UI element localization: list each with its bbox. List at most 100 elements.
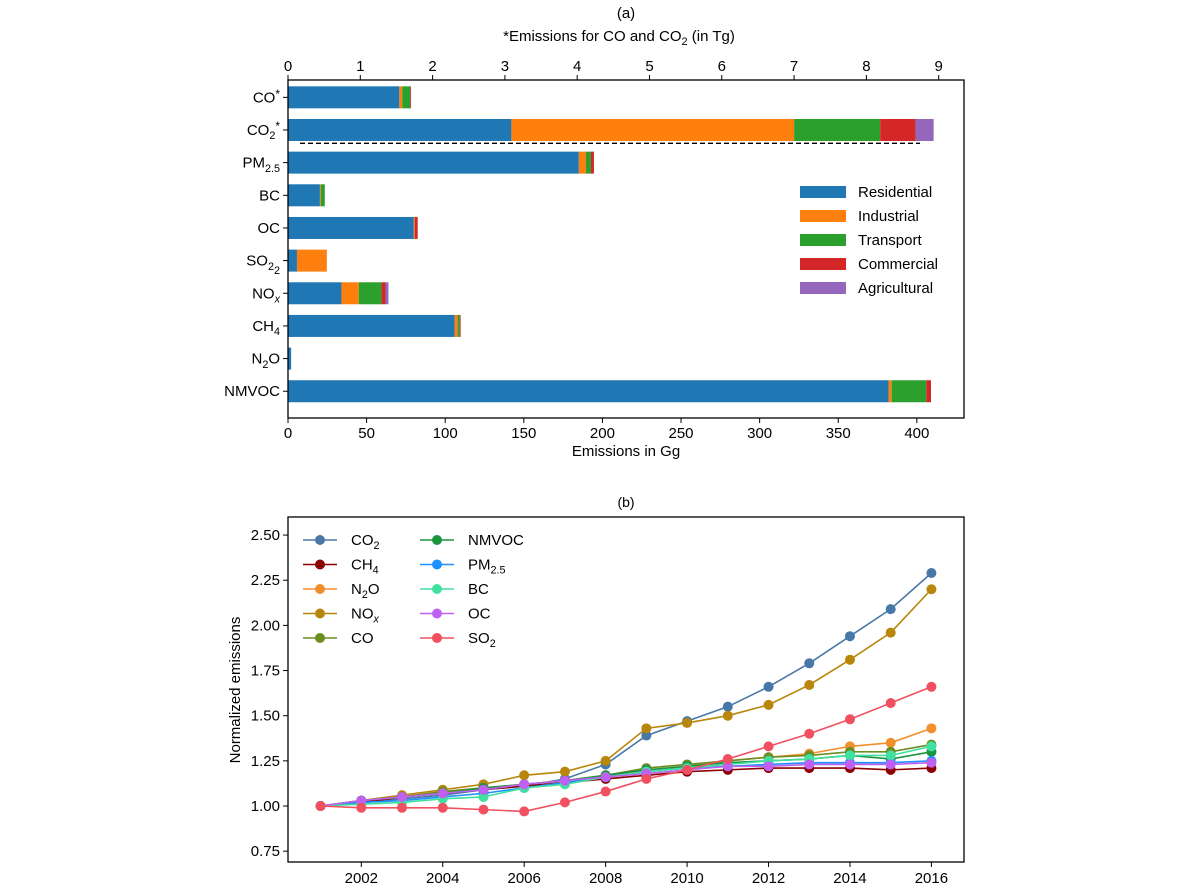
point-nox-2006 — [519, 770, 530, 781]
x-tick-label: 400 — [904, 425, 929, 442]
x-top-tick-label: 8 — [862, 58, 870, 75]
bar-NOx-agricultural — [385, 282, 389, 305]
point-oc-2012 — [763, 761, 774, 772]
legend-label-co: CO — [351, 630, 374, 647]
bar-OC-commercial — [414, 216, 418, 239]
line-nox — [320, 588, 933, 807]
point-co2-2011 — [722, 701, 733, 712]
bar-NMVOC-transport — [891, 380, 927, 403]
bar-PM25-industrial — [578, 151, 586, 174]
legend-swatch-industrial — [800, 210, 846, 222]
panel-b-title: (b) — [617, 494, 634, 510]
x-tick-label: 100 — [433, 425, 458, 442]
series-so2 — [315, 681, 937, 817]
legend-label-nmvoc: NMVOC — [468, 532, 524, 549]
bar-SO2-industrial — [296, 249, 327, 272]
panel-a-x-axis-top: 0 1 2 3 4 5 6 7 8 9 — [284, 58, 943, 80]
panel-b-y-axis: 0.75 1.00 1.25 1.50 1.75 2.00 2.25 2.50 — [251, 527, 288, 860]
bar-CO2-residential — [288, 118, 512, 141]
y-tick-label: 2.25 — [251, 572, 280, 589]
legend-label-pm2.5: PM2.5 — [468, 557, 506, 577]
point-oc-2003 — [397, 791, 408, 802]
legend-label-residential: Residential — [858, 184, 932, 201]
x-top-tick-label: 9 — [935, 58, 943, 75]
bar-CH4-industrial — [454, 314, 458, 337]
bar-NMVOC-industrial — [888, 380, 892, 403]
x-top-tick-label: 7 — [790, 58, 798, 75]
point-nox-2012 — [763, 699, 774, 710]
panel-a-top-axis-label: *Emissions for CO and CO2 (in Tg) — [503, 28, 735, 48]
bar-CO-residential — [288, 86, 400, 109]
y-tick-label-NOx: NOx — [252, 285, 281, 305]
legend-swatch-residential — [800, 186, 846, 198]
bar-BC-industrial — [319, 184, 321, 207]
point-so2-2008 — [600, 786, 611, 797]
point-oc-2011 — [722, 761, 733, 772]
point-oc-2013 — [804, 759, 815, 770]
point-so2-2010 — [682, 764, 693, 775]
x-tick-label: 2002 — [345, 870, 378, 885]
legend-marker-pm2.5 — [432, 559, 442, 570]
panel-b-x-axis: 2002 2004 2006 2008 2010 2012 2014 2016 — [345, 862, 948, 885]
legend-marker-n2o — [315, 584, 325, 594]
legend-marker-so2 — [432, 633, 442, 643]
line-co2 — [320, 572, 932, 807]
point-nox-2008 — [600, 755, 611, 766]
point-co2-2013 — [804, 658, 815, 669]
line-co — [320, 743, 932, 807]
point-so2-2013 — [804, 728, 815, 739]
point-nox-2011 — [722, 710, 733, 721]
point-oc-2007 — [559, 775, 570, 786]
legend-label-co2: CO2 — [351, 532, 380, 552]
point-so2-2003 — [397, 802, 408, 813]
legend-swatch-agricultural — [800, 282, 846, 294]
x-tick-label: 2006 — [508, 870, 541, 885]
bar-BC-transport — [320, 184, 325, 207]
legend-marker-co2 — [315, 535, 325, 545]
point-nox-2015 — [885, 627, 896, 638]
legend-marker-bc — [432, 584, 442, 594]
panel-a-legend: Residential Industrial Transport Commercial… — [800, 184, 938, 297]
y-tick-label: 1.50 — [251, 708, 280, 725]
x-top-tick-label: 5 — [645, 58, 653, 75]
legend-swatch-transport — [800, 234, 846, 246]
y-tick-label-OC: OC — [258, 220, 281, 237]
panel-a-stacked-bar-chart: (a) *Emissions for CO and CO2 (in Tg) 0 5… — [224, 5, 965, 460]
bar-CO2-transport — [794, 118, 881, 141]
x-tick-label: 150 — [511, 425, 536, 442]
point-so2-2001 — [315, 801, 326, 812]
panel-a-bars — [288, 86, 934, 403]
point-nox-2009 — [641, 723, 652, 734]
x-tick-label: 200 — [590, 425, 615, 442]
point-so2-2012 — [763, 741, 774, 752]
bar-BC-residential — [288, 184, 320, 207]
panel-b-plot-frame — [287, 516, 965, 863]
x-tick-label: 0 — [284, 425, 292, 442]
legend-label-bc: BC — [468, 581, 489, 598]
legend-label-oc: OC — [468, 606, 491, 623]
point-co2-2016 — [926, 567, 937, 578]
point-co2-2012 — [763, 681, 774, 692]
point-nox-2013 — [804, 679, 815, 690]
bar-PM25-commercial — [590, 151, 594, 174]
panel-a-plot-frame — [287, 79, 965, 419]
legend-label-transport: Transport — [858, 232, 922, 249]
bar-N2O-residential — [288, 347, 292, 370]
y-tick-label: 0.75 — [251, 843, 280, 860]
point-so2-2007 — [559, 797, 570, 808]
point-bc-2014 — [844, 750, 855, 761]
point-co2-2009 — [641, 730, 652, 741]
point-bc-2015 — [885, 750, 896, 761]
bar-CH4-transport — [457, 314, 460, 337]
x-tick-label: 2010 — [670, 870, 703, 885]
point-so2-2015 — [885, 698, 896, 709]
point-so2-2011 — [722, 754, 733, 765]
panel-a-y-axis: CO* CO2* PM2.5 BC OC SO22 NOx CH4 N2O NMVOC — [224, 87, 288, 400]
point-oc-2014 — [844, 759, 855, 770]
bar-CO2-industrial — [511, 118, 795, 141]
line-oc — [320, 761, 932, 807]
point-so2-2016 — [926, 681, 937, 692]
x-tick-label: 2008 — [589, 870, 622, 885]
point-so2-2002 — [356, 802, 367, 813]
point-nox-2014 — [844, 654, 855, 665]
